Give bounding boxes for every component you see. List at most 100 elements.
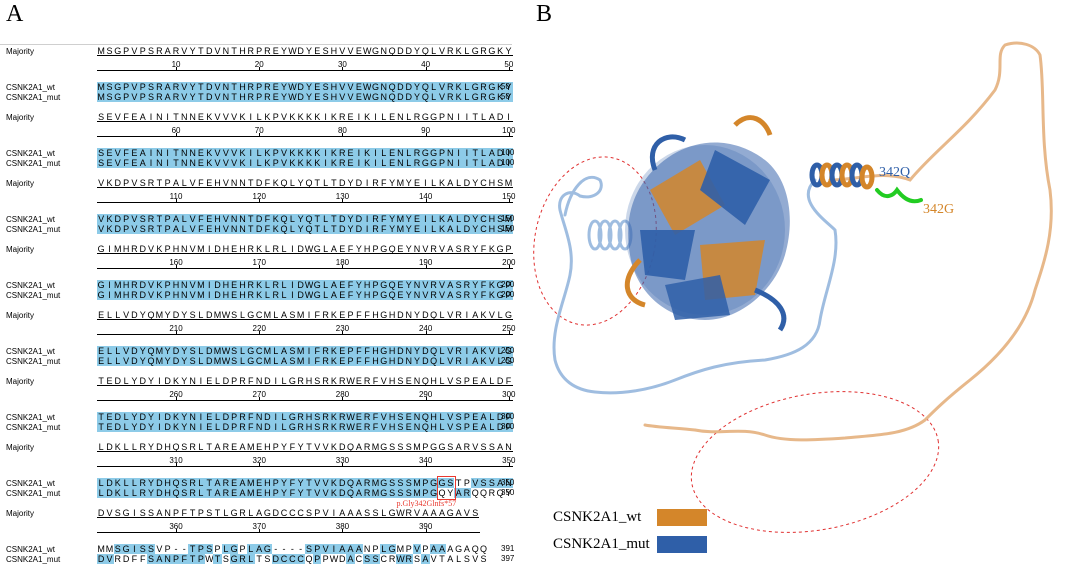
ruler-tick — [176, 463, 178, 467]
ruler-tick-label: 180 — [335, 258, 350, 267]
ruler-tick — [425, 67, 427, 71]
majority-label: Majority — [6, 245, 35, 254]
wt-label: CSNK2A1_wt — [6, 545, 55, 554]
ruler-tick-label: 390 — [418, 522, 433, 531]
mut-end-position: 300 — [501, 422, 515, 431]
kinase-core-domain — [624, 115, 790, 332]
ruler-tick-label: 110 — [169, 192, 183, 201]
panel-b-letter: B — [536, 1, 553, 27]
mutation-site-box — [437, 476, 456, 500]
wt-tail-bottom — [643, 423, 697, 432]
ruler-tick-label: 230 — [335, 324, 350, 333]
residue-label-342g: 342G — [923, 202, 955, 217]
majority-label: Majority — [6, 311, 35, 320]
ruler-tick-label: 150 — [502, 192, 516, 201]
wt-end-position: 100 — [501, 148, 515, 157]
ruler-tick — [342, 199, 344, 203]
wt-end-position: 200 — [501, 280, 515, 289]
ruler-tick — [508, 133, 510, 137]
ruler-tick — [425, 199, 427, 203]
ruler-tick — [425, 331, 427, 335]
mut-end-position: 50 — [501, 92, 510, 101]
ruler-tick — [508, 397, 510, 401]
ruler-tick — [259, 529, 261, 533]
alignment-block: Majority M S G P V P S R A R V Y T D V N T H R P R E Y W D Y E S H V V E… — [0, 46, 520, 112]
ruler-axis — [97, 532, 480, 533]
alignment-block: Majority T E D L Y D Y I D K Y N I E L D P R F N D I L G R H S R K R W E… — [0, 376, 520, 442]
mut-end-position: 397 — [501, 554, 515, 563]
position-ruler: 310 320 330 340 350 — [97, 456, 516, 468]
legend-label-mut: CSNK2A1_mut — [553, 536, 650, 552]
ruler-tick — [176, 331, 178, 335]
ruler-tick — [259, 265, 261, 269]
ruler-tick — [508, 331, 510, 335]
wt-end-position: 150 — [501, 214, 515, 223]
residue-label-342q: 342Q — [879, 165, 911, 180]
legend-swatch-wt — [657, 509, 707, 526]
panel-a-letter: A — [6, 1, 24, 27]
ruler-tick-label: 200 — [502, 258, 516, 267]
mut-end-position: 200 — [501, 290, 515, 299]
mutation-site-segment — [875, 186, 923, 204]
ruler-tick — [425, 463, 427, 467]
ruler-tick-label: 30 — [337, 60, 347, 69]
ruler-tick-label: 280 — [335, 390, 350, 399]
ruler-tick — [176, 199, 178, 203]
ruler-tick — [259, 463, 261, 467]
ruler-tick-label: 190 — [418, 258, 433, 267]
position-ruler: 260 270 280 290 300 — [97, 390, 516, 402]
ruler-tick-label: 380 — [335, 522, 350, 531]
ruler-tick-label: 120 — [252, 192, 266, 201]
ruler-tick — [259, 67, 261, 71]
ruler-axis — [97, 202, 513, 203]
ruler-tick-label: 210 — [169, 324, 183, 333]
mut-tail-upper — [563, 176, 603, 217]
legend-swatch-mut — [657, 536, 707, 553]
ruler-tick — [425, 397, 427, 401]
ruler-tick — [342, 463, 344, 467]
ruler-tick-label: 50 — [504, 60, 514, 69]
wt-end-position: 50 — [501, 82, 510, 91]
ruler-tick — [176, 265, 178, 269]
ruler-tick-label: 70 — [254, 126, 264, 135]
ruler-tick — [425, 529, 427, 533]
ruler-tick-label: 350 — [502, 456, 516, 465]
wt-label: CSNK2A1_wt — [6, 281, 55, 290]
ruler-tick-label: 130 — [335, 192, 350, 201]
ruler-tick-label: 80 — [337, 126, 347, 135]
wt-label: CSNK2A1_wt — [6, 479, 55, 488]
mut-end-position: 350 — [501, 488, 515, 497]
mut-end-position: 150 — [501, 224, 515, 233]
ruler-tick-label: 330 — [335, 456, 350, 465]
ruler-tick — [508, 67, 510, 71]
ruler-axis — [97, 70, 513, 71]
majority-label: Majority — [6, 47, 35, 56]
ruler-axis — [97, 268, 513, 269]
wt-label: CSNK2A1_wt — [6, 413, 55, 422]
alignment-block: Majority D V S G I S S A N P F T P S T L G R L A G D C C C S P V I A A A… — [0, 508, 520, 574]
majority-label: Majority — [6, 443, 35, 452]
ruler-tick — [508, 199, 510, 203]
ruler-tick-label: 310 — [169, 456, 183, 465]
alignment-block: Majority G I M H R D V K P H N V M I D H E H R K L R L I D W G L A E F Y… — [0, 244, 520, 310]
ruler-tick-label: 90 — [421, 126, 431, 135]
ruler-tick-label: 370 — [252, 522, 266, 531]
ruler-tick — [425, 133, 427, 137]
majority-label: Majority — [6, 377, 35, 386]
position-ruler: 360 370 380 390 — [97, 522, 513, 534]
